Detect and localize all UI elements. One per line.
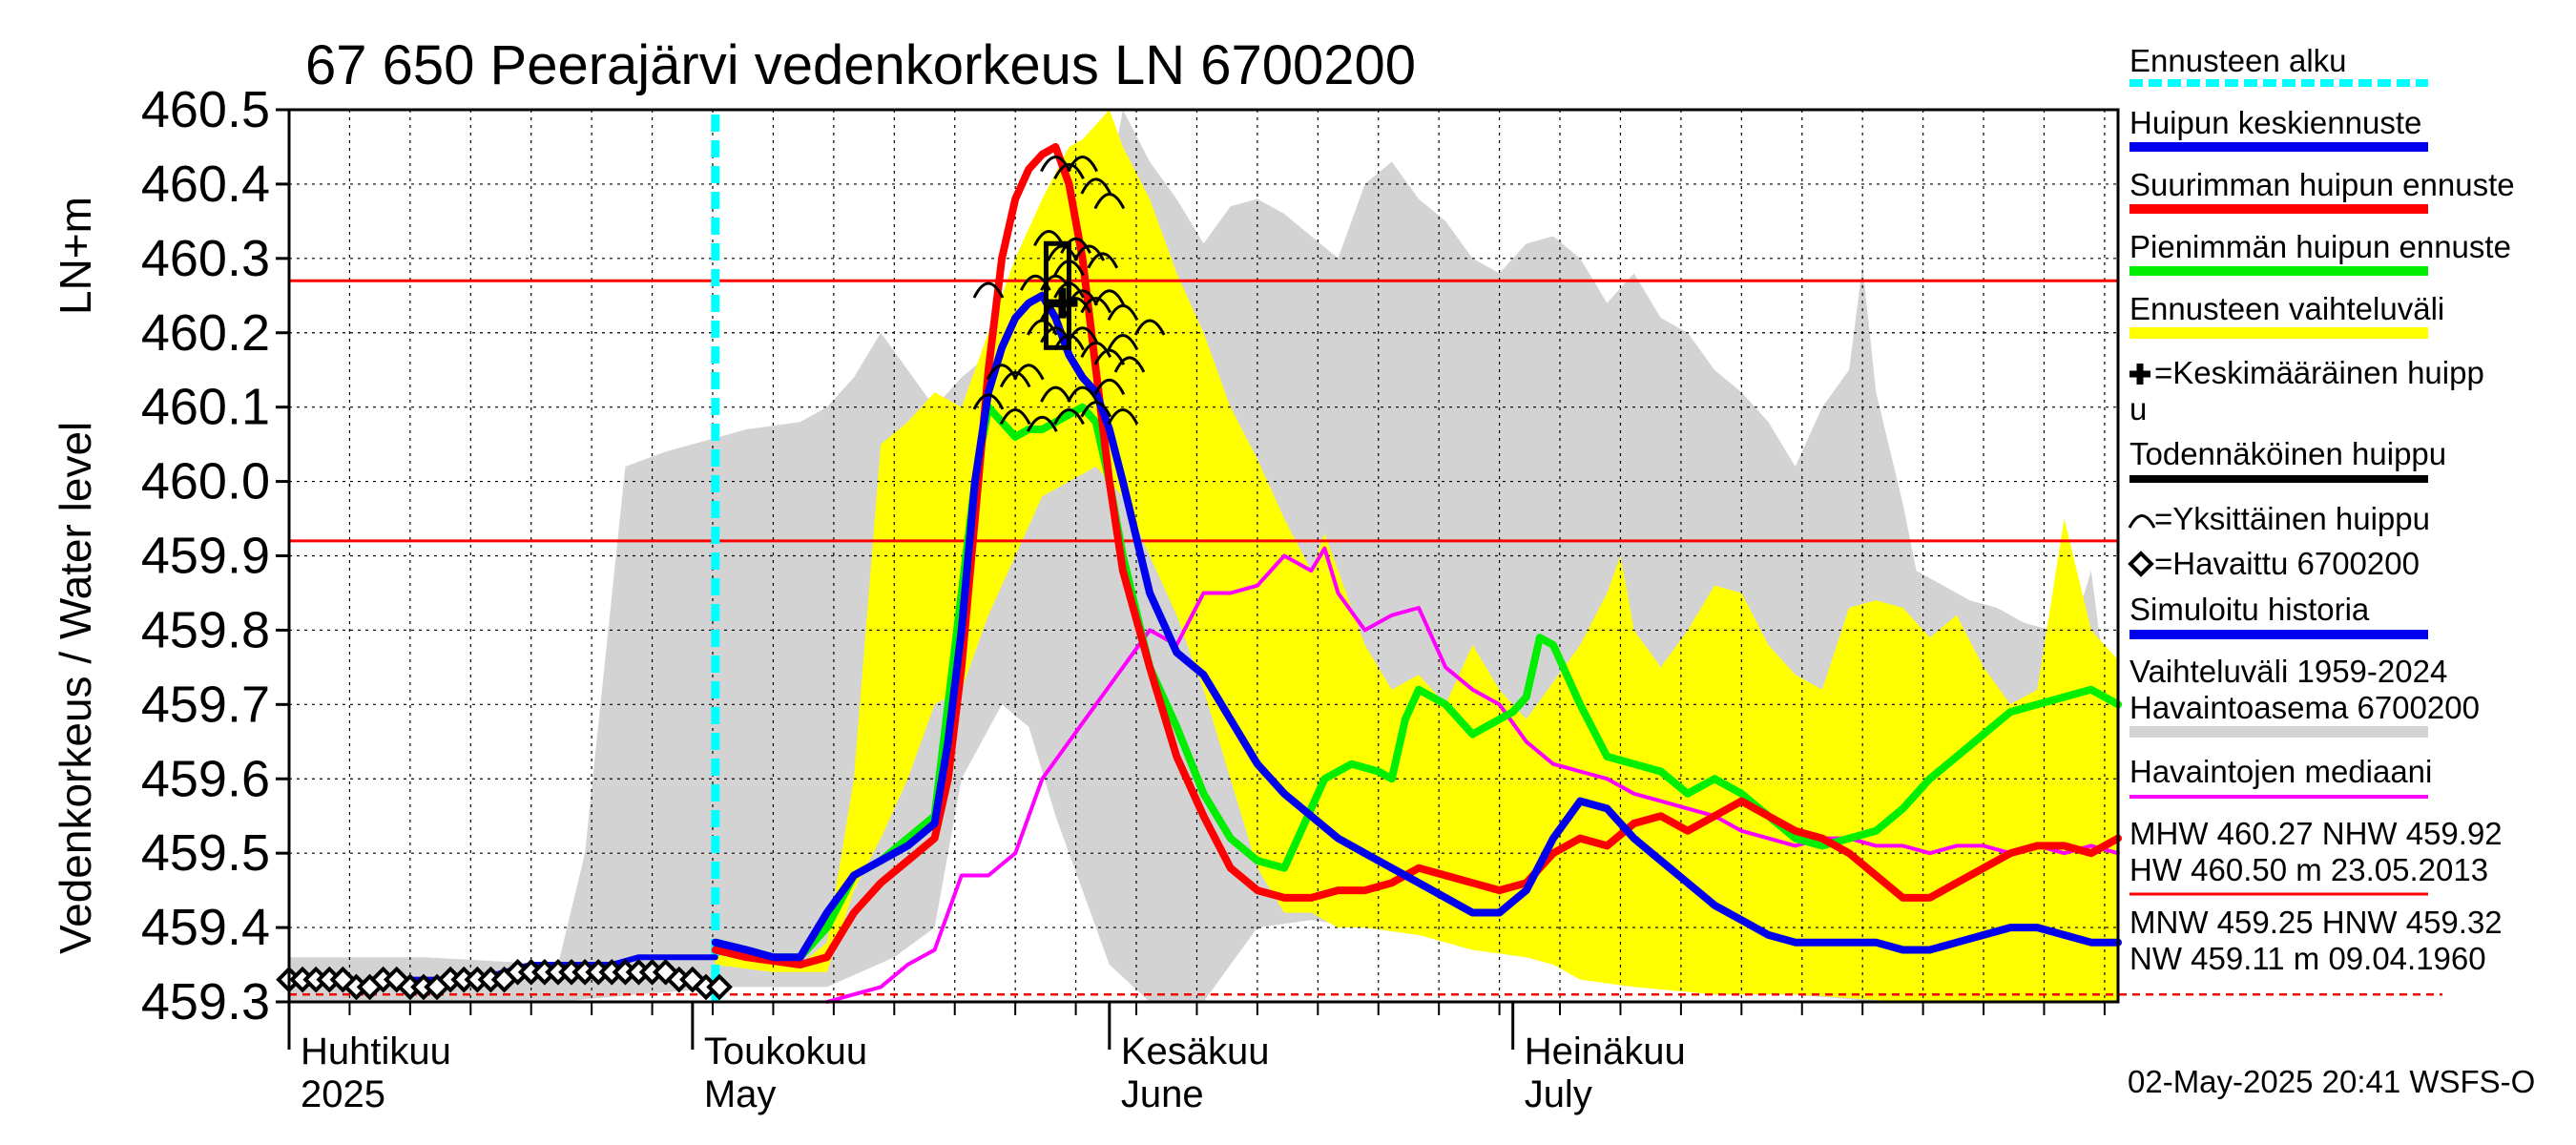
legend-observed-icon (2128, 551, 2154, 577)
y-tick-label: 460.0 (141, 453, 270, 510)
legend-mean-peak-cont: u (2129, 391, 2147, 427)
y-axis-label: Vedenkorkeus / Water level (51, 422, 100, 954)
individual-peak-mark (1080, 401, 1112, 418)
individual-peak-mark (1093, 378, 1126, 395)
legend-mean-peak: =Keskimääräinen huipp (2154, 355, 2484, 390)
legend-mean-peak-icon (2129, 364, 2150, 385)
individual-peak-mark (1040, 385, 1071, 403)
probable-peak-mark (1043, 240, 1071, 350)
y-tick-label: 460.4 (141, 156, 270, 213)
month-label-fi: Kesäkuu (1121, 1030, 1270, 1072)
y-ticks: 459.3 459.4 459.5 459.6 459.7 459.8 459.9 460.0… (141, 81, 289, 1030)
legend-median: Havaintojen mediaani (2129, 754, 2432, 789)
observed-point (329, 966, 357, 993)
y-tick-label: 460.2 (141, 304, 270, 362)
individual-peak-mark (1107, 334, 1139, 351)
individual-peak-mark (999, 371, 1031, 388)
individual-peak-mark (1113, 356, 1146, 373)
legend-ensemble: Ennusteen vaihteluväli (2129, 291, 2444, 326)
plot-marks-layer (276, 156, 1166, 1001)
individual-peak-mark (972, 281, 1005, 299)
y-tick-label: 459.4 (141, 899, 270, 956)
footer-timestamp: 02-May-2025 20:41 WSFS-O (2128, 1064, 2535, 1099)
individual-peak-mark (1133, 319, 1166, 336)
month-label-en: June (1121, 1073, 1204, 1115)
individual-peak-mark (1027, 415, 1058, 432)
y-tick-label: 460.5 (141, 81, 270, 138)
legend-history-station: Havaintoasema 6700200 (2129, 690, 2480, 725)
legend-observed: =Havaittu 6700200 (2154, 546, 2420, 581)
individual-peak-mark (1060, 237, 1091, 254)
individual-peak-mark (1107, 303, 1139, 322)
individual-peak-mark (1027, 319, 1058, 336)
legend-simulated: Simuloitu historia (2129, 592, 2370, 627)
plot-fill-layer (289, 110, 2118, 1002)
individual-peak-mark (1073, 244, 1106, 261)
chart-title: 67 650 Peerajärvi vedenkorkeus LN 670020… (305, 34, 1416, 96)
month-label-fi: Heinäkuu (1525, 1030, 1686, 1072)
y-axis-unit: LN+m (51, 197, 100, 315)
legend-individual-peak-icon (2128, 514, 2156, 529)
individual-peak-mark (1093, 193, 1126, 210)
individual-peak-mark (1053, 408, 1085, 426)
month-label-en: May (704, 1073, 777, 1115)
individual-peak-mark (1040, 156, 1071, 173)
legend-probable: Todennäköinen huippu (2129, 436, 2446, 471)
individual-peak-mark (1080, 341, 1112, 359)
individual-peak-mark (999, 408, 1031, 426)
legend-min: Pienimmän huipun ennuste (2129, 229, 2511, 264)
individual-peak-mark (1067, 385, 1098, 403)
legend-hw: HW 460.50 m 23.05.2013 (2129, 852, 2488, 887)
individual-peak-mark (1080, 177, 1112, 195)
legend-mean: Huipun keskiennuste (2129, 105, 2421, 140)
y-tick-label: 459.8 (141, 601, 270, 658)
ensemble-range-band (715, 110, 2118, 1002)
y-tick-label: 459.6 (141, 750, 270, 807)
y-tick-label: 459.5 (141, 824, 270, 882)
individual-peak-mark (1107, 408, 1139, 426)
individual-peak-mark (1067, 156, 1098, 173)
y-tick-label: 459.9 (141, 528, 270, 585)
mean-peak-mark (1047, 287, 1078, 319)
legend-nw: NW 459.11 m 09.04.1960 (2129, 941, 2486, 976)
y-tick-label: 460.1 (141, 379, 270, 436)
legend-mnw-hnw: MNW 459.25 HNW 459.32 (2129, 905, 2503, 940)
month-label-en: July (1525, 1073, 1592, 1115)
month-label-fi: Toukokuu (704, 1030, 867, 1072)
legend-history-range: Vaihteluväli 1959-2024 (2129, 654, 2447, 689)
legend-forecast-start: Ennusteen alku (2129, 43, 2347, 78)
legend: Ennusteen alku Huipun keskiennuste Suurimm… (2128, 43, 2515, 976)
y-tick-label: 460.3 (141, 230, 270, 287)
individual-peak-mark (1087, 252, 1119, 269)
individual-peak-mark (1012, 364, 1045, 381)
individual-peak-mark (972, 393, 1005, 410)
legend-max: Suurimman huipun ennuste (2129, 167, 2515, 202)
individual-peak-mark (1080, 297, 1112, 314)
series-havaintojen-mediaani (824, 546, 2120, 1004)
observed-point (679, 966, 706, 993)
legend-mhw-nhw: MHW 460.27 NHW 459.92 (2129, 816, 2503, 851)
y-tick-label: 459.7 (141, 676, 270, 733)
individual-peak-mark (1047, 244, 1078, 261)
individual-peak-mark (986, 364, 1018, 381)
series-huipun-keskiennuste (711, 291, 2122, 962)
month-label-en: 2025 (301, 1073, 385, 1115)
individual-peak-mark (1093, 289, 1126, 306)
observed-point (383, 966, 410, 993)
individual-peak-mark (1053, 162, 1085, 180)
y-tick-label: 459.3 (141, 973, 270, 1030)
observed-point (706, 973, 733, 1001)
month-label-fi: Huhtikuu (301, 1030, 451, 1072)
legend-individual-peak: =Yksittäinen huippu (2154, 501, 2430, 536)
